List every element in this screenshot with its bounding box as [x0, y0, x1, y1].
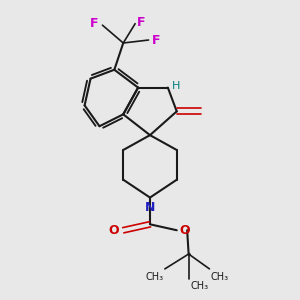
Text: CH₃: CH₃: [145, 272, 164, 282]
Text: CH₃: CH₃: [211, 272, 229, 282]
Text: O: O: [180, 224, 190, 237]
Text: F: F: [152, 34, 160, 46]
Text: O: O: [108, 224, 119, 237]
Text: H: H: [172, 81, 181, 91]
Text: F: F: [136, 16, 145, 29]
Text: N: N: [145, 200, 155, 214]
Text: F: F: [89, 17, 98, 30]
Text: CH₃: CH₃: [190, 281, 208, 291]
